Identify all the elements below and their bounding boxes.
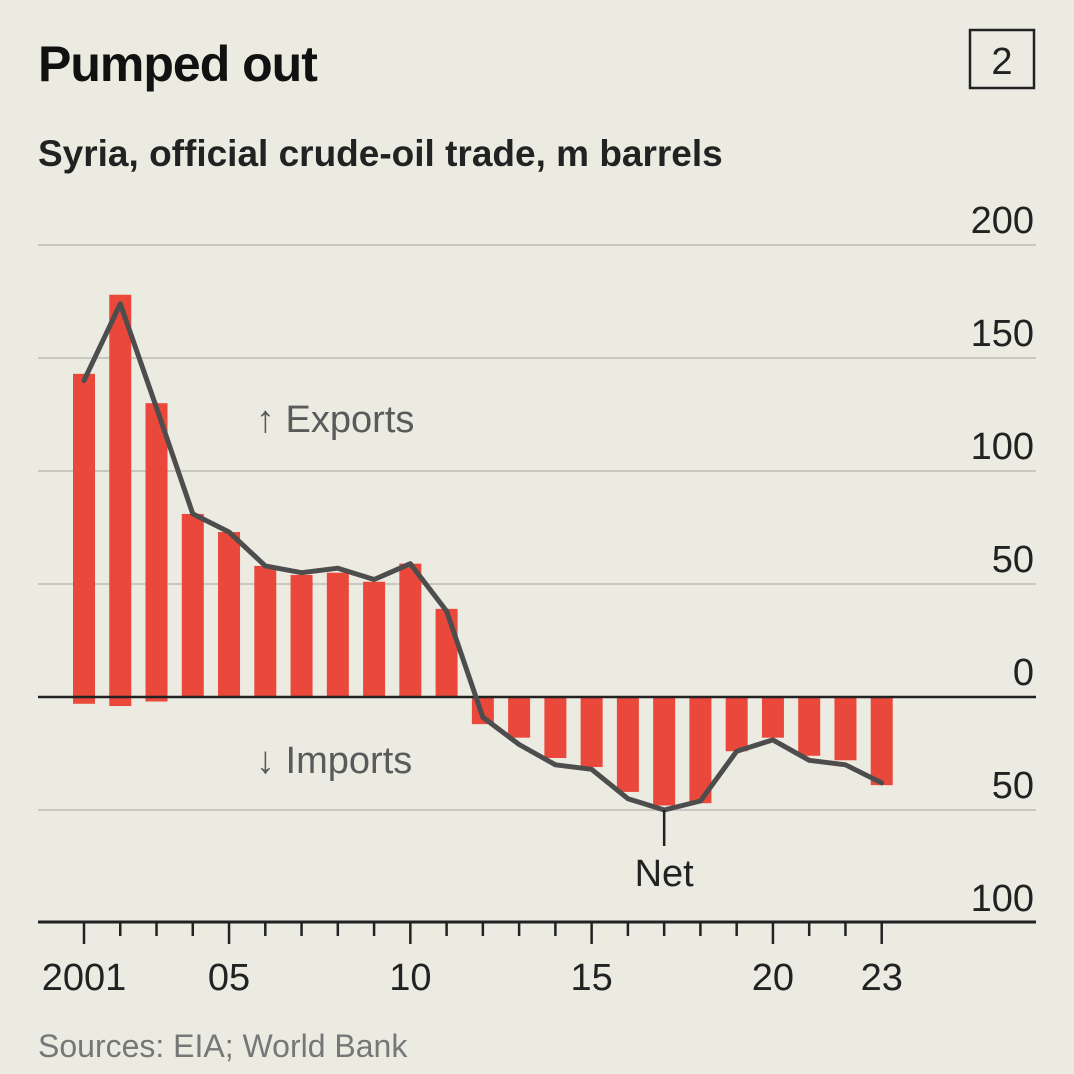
chart-subtitle: Syria, official crude-oil trade, m barre… — [38, 133, 723, 174]
export-bar-2008 — [326, 572, 349, 697]
y-tick-label: 50 — [992, 765, 1034, 807]
axis-layer: 2001 05 10 15 20 23 — [38, 920, 1036, 999]
import-bar-2002 — [109, 697, 132, 707]
grid-layer: 200 150 100 50 0 50 100 — [38, 200, 1036, 920]
import-bar-2015 — [580, 697, 603, 768]
export-bar-2009 — [363, 581, 386, 697]
imports-annotation: ↓ Imports — [256, 740, 412, 782]
x-tick-label: 15 — [570, 957, 612, 999]
import-bar-2021 — [798, 697, 821, 756]
x-tick-label: 05 — [208, 957, 250, 999]
export-bar-2002 — [109, 294, 132, 697]
export-bar-2007 — [290, 574, 313, 697]
chart-number-badge-text: 2 — [991, 41, 1012, 83]
import-bar-2020 — [761, 697, 784, 738]
x-tick-label: 20 — [752, 957, 794, 999]
x-tick-label: 2001 — [42, 957, 127, 999]
source-note: Sources: EIA; World Bank — [38, 1028, 408, 1064]
import-bar-2013 — [508, 697, 531, 738]
x-tick-label: 23 — [861, 957, 903, 999]
import-bar-2023 — [870, 697, 893, 786]
y-tick-label: 150 — [971, 313, 1034, 355]
export-bar-2010 — [399, 563, 422, 697]
export-bar-2003 — [145, 403, 168, 697]
import-bar-2018 — [689, 697, 712, 804]
import-bar-2017 — [653, 697, 676, 806]
bars-layer — [73, 294, 893, 806]
y-tick-label: 100 — [971, 878, 1034, 920]
export-bar-2006 — [254, 565, 277, 697]
import-bar-2022 — [834, 697, 857, 761]
export-bar-2004 — [181, 513, 204, 697]
y-tick-label: 50 — [992, 539, 1034, 581]
line-layer — [81, 301, 885, 813]
export-bar-2005 — [218, 532, 241, 697]
import-bar-2019 — [725, 697, 748, 752]
chart-number-badge — [968, 28, 1036, 90]
import-bar-2014 — [544, 697, 567, 759]
export-bar-2011 — [435, 608, 458, 697]
chart-title: Pumped out — [38, 36, 318, 92]
net-label: Net — [635, 853, 695, 895]
y-tick-label: 0 — [1013, 652, 1034, 694]
y-tick-label: 200 — [971, 200, 1034, 242]
net-line — [81, 301, 885, 813]
exports-annotation: ↑ Exports — [256, 399, 414, 441]
import-bar-2001 — [73, 697, 95, 704]
export-bar-2001 — [73, 373, 95, 697]
import-bar-2016 — [616, 697, 639, 792]
y-tick-label: 100 — [971, 426, 1034, 468]
import-bar-2003 — [145, 697, 168, 702]
x-tick-label: 10 — [389, 957, 431, 999]
